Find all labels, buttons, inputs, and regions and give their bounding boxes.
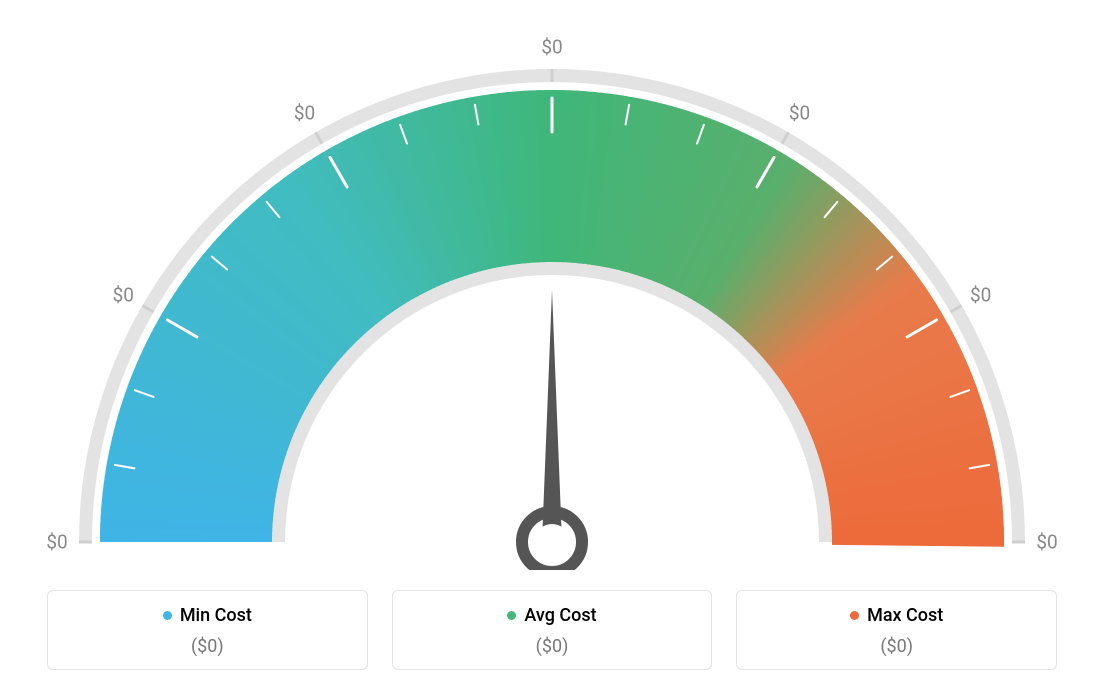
legend-row: Min Cost ($0) Avg Cost ($0) Max Cost ($0…: [47, 590, 1057, 670]
gauge-scale-label: $0: [541, 36, 562, 59]
legend-value-max: ($0): [747, 636, 1046, 657]
legend-title-max: Max Cost: [850, 605, 943, 626]
gauge-scale-label: $0: [970, 283, 991, 306]
gauge-scale-label: $0: [294, 102, 315, 125]
legend-label-max: Max Cost: [867, 605, 943, 626]
legend-card-min: Min Cost ($0): [47, 590, 368, 670]
gauge-scale-label: $0: [46, 531, 67, 554]
gauge-scale-label: $0: [1036, 531, 1057, 554]
legend-title-min: Min Cost: [163, 605, 252, 626]
legend-card-avg: Avg Cost ($0): [392, 590, 713, 670]
legend-value-min: ($0): [58, 636, 357, 657]
gauge-svg: [22, 10, 1082, 570]
gauge-scale-label: $0: [789, 102, 810, 125]
legend-label-avg: Avg Cost: [524, 605, 596, 626]
legend-dot-max: [850, 611, 859, 620]
gauge-scale-label: $0: [113, 283, 134, 306]
legend-dot-avg: [507, 611, 516, 620]
legend-value-avg: ($0): [403, 636, 702, 657]
legend-title-avg: Avg Cost: [507, 605, 596, 626]
legend-card-max: Max Cost ($0): [736, 590, 1057, 670]
legend-dot-min: [163, 611, 172, 620]
legend-label-min: Min Cost: [180, 605, 252, 626]
gauge-chart: $0 $0 $0 $0 $0 $0 $0: [22, 0, 1082, 560]
